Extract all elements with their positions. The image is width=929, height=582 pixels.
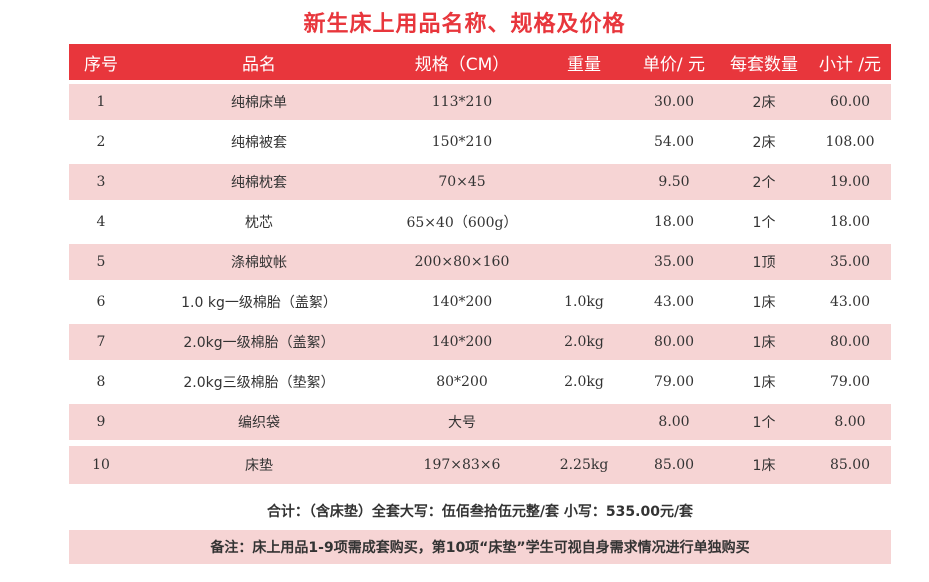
cell-subtotal: 85.00 [829,457,871,473]
cell-qty: 2床 [752,135,776,151]
header-name: 品名 [242,54,276,75]
header-weight: 重量 [567,54,601,75]
cell-no: 5 [96,254,106,270]
cell-no: 6 [96,294,106,310]
cell-name: 编织袋 [238,415,280,431]
cell-subtotal: 18.00 [829,214,871,230]
cell-subtotal: 43.00 [829,294,871,310]
header-spec: 规格（CM） [414,54,510,75]
cell-qty: 1顶 [752,255,776,271]
cell-spec: 140*200 [431,334,493,350]
cell-name: 纯棉被套 [231,135,287,151]
cell-subtotal: 79.00 [829,374,871,390]
cell-subtotal: 8.00 [834,414,866,430]
cell-name: 床垫 [245,458,273,474]
remark-note: 备注：床上用品1-9项需成套购买，第10项“床垫”学生可视自身需求情况进行单独购… [69,530,891,564]
cell-price: 9.50 [658,174,690,190]
cell-subtotal: 108.00 [825,134,875,150]
cell-no: 3 [96,174,106,190]
header-qty: 每套数量 [730,54,798,75]
cell-no: 10 [92,457,110,473]
cell-spec: 200×80×160 [414,254,510,270]
table-row: 1 纯棉床单 113*210 30.00 2床 60.00 [69,84,891,120]
cell-qty: 1个 [752,415,776,431]
cell-spec: 113*210 [431,94,493,110]
cell-spec: 140*200 [431,294,493,310]
cell-no: 1 [96,94,106,110]
cell-price: 18.00 [653,214,695,230]
cell-subtotal: 80.00 [829,334,871,350]
cell-name: 纯棉床单 [231,95,287,111]
cell-price: 35.00 [653,254,695,270]
cell-subtotal: 19.00 [829,174,871,190]
cell-name: 2.0kg一级棉胎（盖絮） [183,335,335,351]
cell-name: 枕芯 [245,215,273,231]
cell-price: 80.00 [653,334,695,350]
total-summary: 合计：（含床垫）全套大写：伍佰叁拾伍元整/套 小写：535.00元/套 [266,504,694,520]
cell-spec: 大号 [448,415,476,431]
table-row: 9 编织袋 大号 8.00 1个 8.00 [69,404,891,440]
cell-spec: 197×83×6 [423,457,501,473]
cell-name: 2.0kg三级棉胎（垫絮） [183,375,335,391]
cell-qty: 1床 [752,295,776,311]
cell-qty: 1个 [752,215,776,231]
table-row: 2 纯棉被套 150*210 54.00 2床 108.00 [69,124,891,160]
table-row: 3 纯棉枕套 70×45 9.50 2个 19.00 [69,164,891,200]
cell-weight: 2.25kg [559,457,609,473]
page-title: 新生床上用品名称、规格及价格 [303,12,626,37]
cell-qty: 1床 [752,458,776,474]
table-row: 8 2.0kg三级棉胎（垫絮） 80*200 2.0kg 79.00 1床 79.00 [69,364,891,400]
cell-no: 8 [96,374,106,390]
header-no: 序号 [84,54,118,75]
cell-spec: 80*200 [436,374,488,390]
cell-qty: 1床 [752,375,776,391]
cell-qty: 2个 [752,175,776,191]
table-row: 10 床垫 197×83×6 2.25kg 85.00 1床 85.00 [69,446,891,484]
price-table: 序号 品名 规格（CM） 重量 单价/ 元 每套数量 小计 /元 1 纯棉床单 11… [69,44,891,488]
cell-name: 涤棉蚊帐 [231,255,287,271]
cell-spec: 70×45 [438,174,486,190]
cell-price: 79.00 [653,374,695,390]
cell-subtotal: 35.00 [829,254,871,270]
cell-spec: 65×40（600g） [406,215,518,231]
cell-no: 4 [96,214,106,230]
cell-name: 1.0 kg一级棉胎（盖絮） [181,295,337,311]
header-subtotal: 小计 /元 [818,54,882,75]
cell-price: 85.00 [653,457,695,473]
cell-subtotal: 60.00 [829,94,871,110]
table-header-row: 序号 品名 规格（CM） 重量 单价/ 元 每套数量 小计 /元 [69,44,891,80]
cell-price: 43.00 [653,294,695,310]
cell-price: 54.00 [653,134,695,150]
cell-no: 9 [96,414,106,430]
cell-qty: 2床 [752,95,776,111]
table-row: 5 涤棉蚊帐 200×80×160 35.00 1顶 35.00 [69,244,891,280]
cell-spec: 150*210 [431,134,493,150]
cell-qty: 1床 [752,335,776,351]
table-row: 6 1.0 kg一级棉胎（盖絮） 140*200 1.0kg 43.00 1床 43.00 [69,284,891,320]
table-row: 7 2.0kg一级棉胎（盖絮） 140*200 2.0kg 80.00 1床 80.00 [69,324,891,360]
table-row: 4 枕芯 65×40（600g） 18.00 1个 18.00 [69,204,891,240]
cell-no: 2 [96,134,106,150]
cell-weight: 2.0kg [564,334,604,350]
header-price: 单价/ 元 [642,54,706,75]
cell-weight: 1.0kg [564,294,604,310]
cell-name: 纯棉枕套 [231,175,287,191]
cell-price: 8.00 [658,414,690,430]
cell-weight: 2.0kg [564,374,604,390]
cell-no: 7 [96,334,106,350]
cell-price: 30.00 [653,94,695,110]
